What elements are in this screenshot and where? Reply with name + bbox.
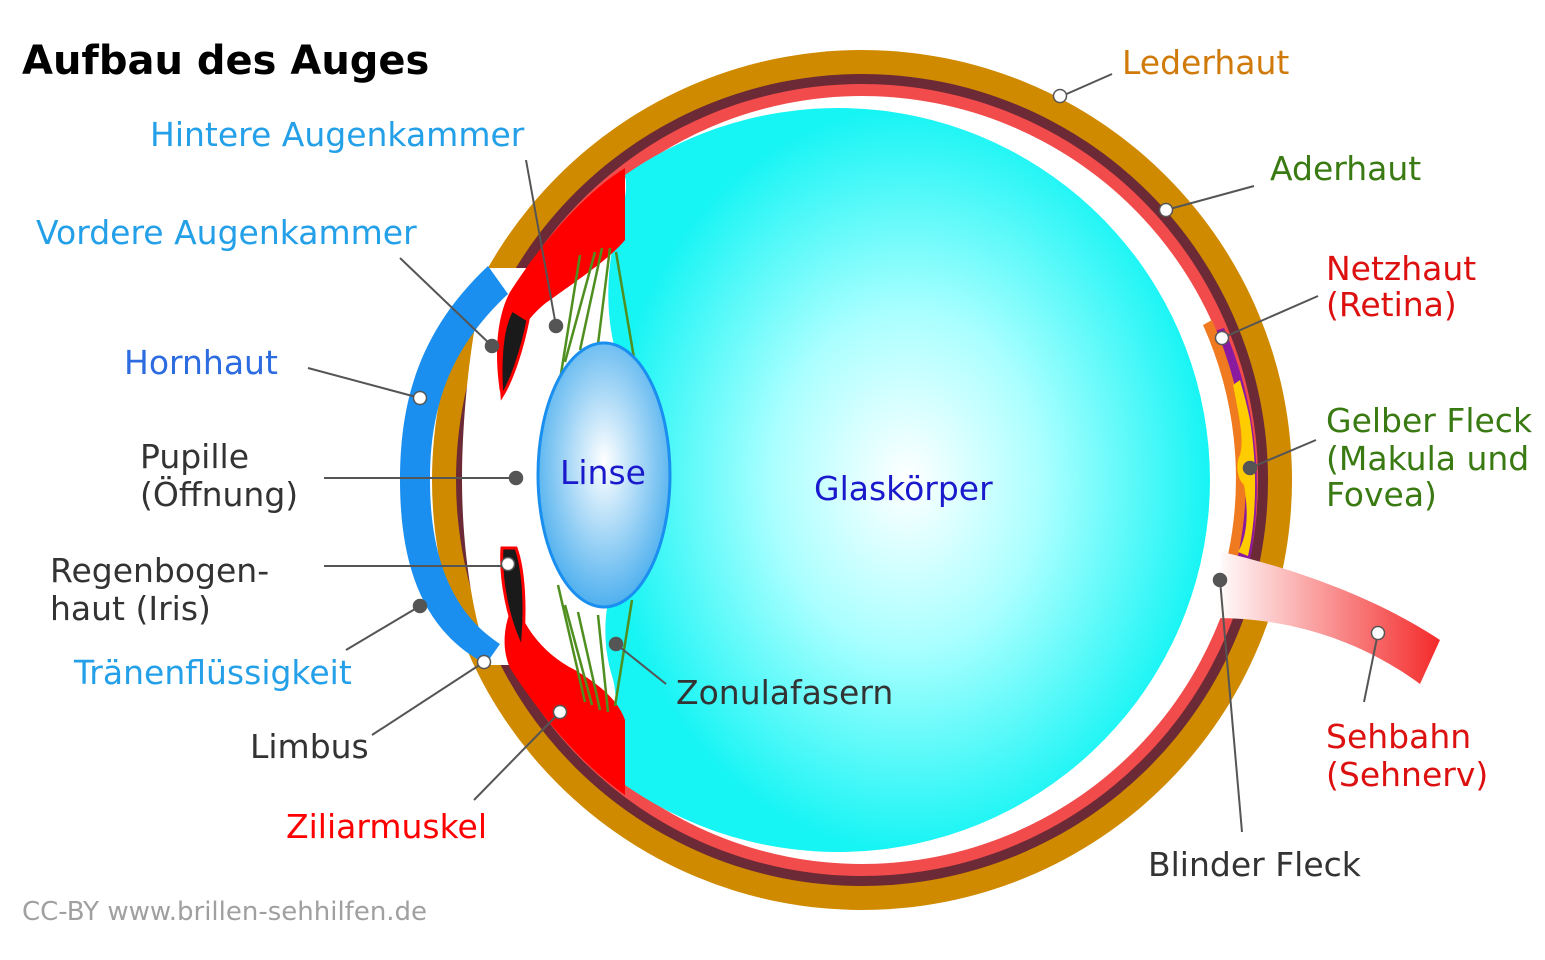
dot-lederhaut [1052, 88, 1068, 104]
credit-text: CC-BY www.brillen-sehhilfen.de [22, 897, 427, 927]
purple-band [1212, 328, 1257, 560]
optic-nerve [1215, 552, 1440, 684]
label-gelber-fleck-line1: Gelber Fleck [1326, 401, 1533, 440]
label-limbus: Limbus [250, 727, 369, 766]
label-hornhaut: Hornhaut [124, 343, 278, 382]
leader-lines [307, 73, 1379, 833]
label-blinder-fleck: Blinder Fleck [1148, 845, 1362, 884]
label-regenbogenhaut-line1: Regenbogen- [50, 551, 269, 590]
label-hintere-augenkammer: Hintere Augenkammer [150, 115, 525, 154]
label-zonulafasern: Zonulafasern [676, 673, 893, 712]
dot-gelber-fleck [1242, 460, 1258, 476]
label-lederhaut: Lederhaut [1122, 43, 1289, 82]
orange-band [1203, 320, 1247, 556]
dot-hintere-augenkammer [548, 318, 564, 334]
lens [536, 341, 672, 609]
label-pupille-line2: (Öffnung) [140, 474, 298, 514]
dot-netzhaut [1214, 330, 1230, 346]
ciliary-muscle-top [497, 168, 625, 392]
label-traenenfluessigkeit: Tränenflüssigkeit [73, 653, 352, 692]
dot-limbus [476, 654, 492, 670]
dot-traenenfluessigkeit [412, 598, 428, 614]
label-sehbahn-line1: Sehbahn [1326, 717, 1471, 756]
label-vordere-augenkammer: Vordere Augenkammer [36, 213, 417, 252]
dot-vordere-augenkammer [484, 338, 500, 354]
label-pupille-line1: Pupille [140, 437, 249, 476]
vitreous-body [605, 108, 1210, 853]
dot-ziliarmuskel [552, 704, 568, 720]
dot-aderhaut [1158, 202, 1174, 218]
leader-dots [412, 88, 1386, 720]
dot-regenbogenhaut [500, 556, 516, 572]
label-regenbogenhaut-line2: haut (Iris) [50, 589, 211, 628]
label-glaskoerper: Glaskörper [814, 469, 993, 508]
dot-hornhaut [412, 390, 428, 406]
iris-bottom [500, 546, 526, 654]
iris-top [499, 307, 530, 401]
label-gelber-fleck-line2: (Makula und [1326, 439, 1529, 478]
label-gelber-fleck-line3: Fovea) [1326, 475, 1437, 514]
ciliary-muscle-bottom [504, 600, 625, 795]
diagram-title: Aufbau des Auges [22, 38, 429, 84]
dot-sehbahn [1370, 625, 1386, 641]
label-aderhaut: Aderhaut [1270, 149, 1421, 188]
dot-zonulafasern [608, 636, 624, 652]
label-netzhaut-line2: (Retina) [1326, 285, 1457, 324]
label-sehbahn-line2: (Sehnerv) [1326, 755, 1488, 794]
label-netzhaut-line1: Netzhaut [1326, 249, 1476, 288]
label-linse: Linse [560, 453, 646, 492]
zonular-fibers [556, 247, 636, 713]
label-ziliarmuskel: Ziliarmuskel [286, 807, 487, 846]
dot-blinder-fleck [1212, 572, 1228, 588]
dot-pupille [508, 470, 524, 486]
cornea [400, 266, 508, 664]
